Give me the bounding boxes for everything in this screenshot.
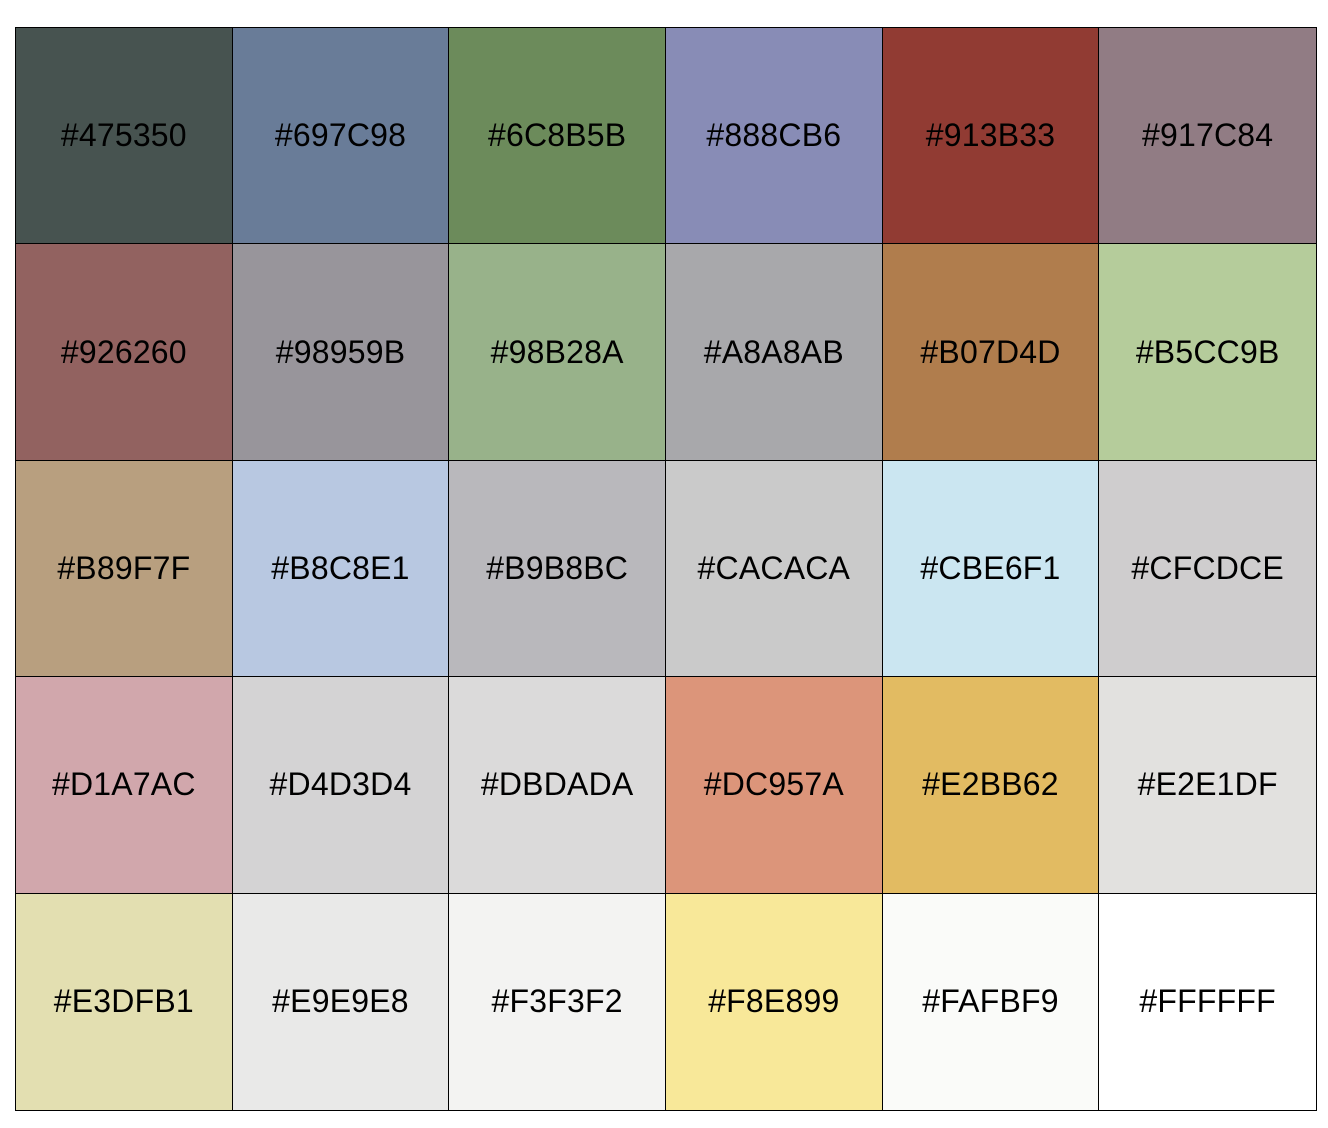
color-swatch: #CFCDCE [1099,460,1316,678]
swatch-hex-label: #B9B8BC [486,549,629,586]
color-swatch: #CBE6F1 [882,460,1100,678]
swatch-hex-label: #A8A8AB [703,333,844,370]
color-swatch: #E2E1DF [1099,677,1316,894]
color-swatch: #FFFFFF [1099,893,1316,1110]
color-swatch: #B5CC9B [1099,244,1316,461]
color-swatch: #B8C8E1 [232,460,450,678]
swatch-hex-label: #917C84 [1142,117,1274,154]
color-swatch: #E2BB62 [882,677,1100,894]
swatch-hex-label: #888CB6 [706,117,842,154]
swatch-hex-label: #926260 [60,333,187,370]
swatch-hex-label: #B07D4D [920,333,1061,370]
swatch-hex-label: #D4D3D4 [269,766,412,803]
color-swatch: #E3DFB1 [16,893,233,1110]
swatch-hex-label: #B89F7F [57,549,191,586]
color-swatch: #DBDADA [449,677,666,894]
swatch-hex-label: #E2E1DF [1137,766,1278,803]
swatch-hex-label: #F8E899 [708,983,840,1020]
color-swatch: #697C98 [232,28,450,245]
color-swatch: #D1A7AC [16,677,233,894]
color-swatch: #888CB6 [666,28,883,245]
color-swatch: #D4D3D4 [232,677,450,894]
swatch-hex-label: #B5CC9B [1135,333,1280,370]
color-swatch: #6C8B5B [449,28,666,245]
swatch-hex-label: #98959B [275,333,406,370]
color-swatch: #DC957A [666,677,883,894]
color-swatch: #913B33 [882,28,1100,245]
swatch-hex-label: #E3DFB1 [53,983,194,1020]
swatch-hex-label: #697C98 [274,117,407,154]
swatch-hex-label: #98B28A [490,333,624,370]
color-swatch: #475350 [16,28,233,245]
swatch-hex-label: #CFCDCE [1131,549,1284,586]
color-swatch: #B9B8BC [449,460,666,678]
swatch-hex-label: #B8C8E1 [271,549,410,586]
color-swatch: #FAFBF9 [882,893,1100,1110]
swatch-hex-label: #D1A7AC [51,766,196,803]
swatch-hex-label: #E2BB62 [922,766,1059,803]
color-swatch: #B07D4D [882,244,1100,461]
color-swatch: #CACACA [666,460,883,678]
swatch-hex-label: #913B33 [925,117,1056,154]
color-swatch: #F3F3F2 [449,893,666,1110]
color-swatch: #98B28A [449,244,666,461]
swatch-hex-label: #DC957A [703,766,844,803]
swatch-hex-label: #CACACA [697,549,851,586]
swatch-hex-label: #DBDADA [480,766,634,803]
color-swatch: #F8E899 [666,893,883,1110]
swatch-hex-label: #6C8B5B [487,117,627,154]
swatch-hex-label: #FAFBF9 [922,983,1059,1020]
swatch-hex-label: #475350 [60,117,187,154]
swatch-hex-label: #E9E9E8 [272,983,409,1020]
color-swatch: #917C84 [1099,28,1316,245]
color-swatch: #98959B [232,244,450,461]
color-swatch: #926260 [16,244,233,461]
color-swatch: #B89F7F [16,460,233,678]
swatch-hex-label: #CBE6F1 [920,549,1061,586]
swatch-hex-label: #FFFFFF [1139,983,1276,1020]
color-swatch: #A8A8AB [666,244,883,461]
swatch-hex-label: #F3F3F2 [491,983,623,1020]
color-palette-grid: #475350 #697C98 #6C8B5B #888CB6 #913B33 #917C… [15,27,1317,1111]
color-swatch: #E9E9E8 [232,893,450,1110]
